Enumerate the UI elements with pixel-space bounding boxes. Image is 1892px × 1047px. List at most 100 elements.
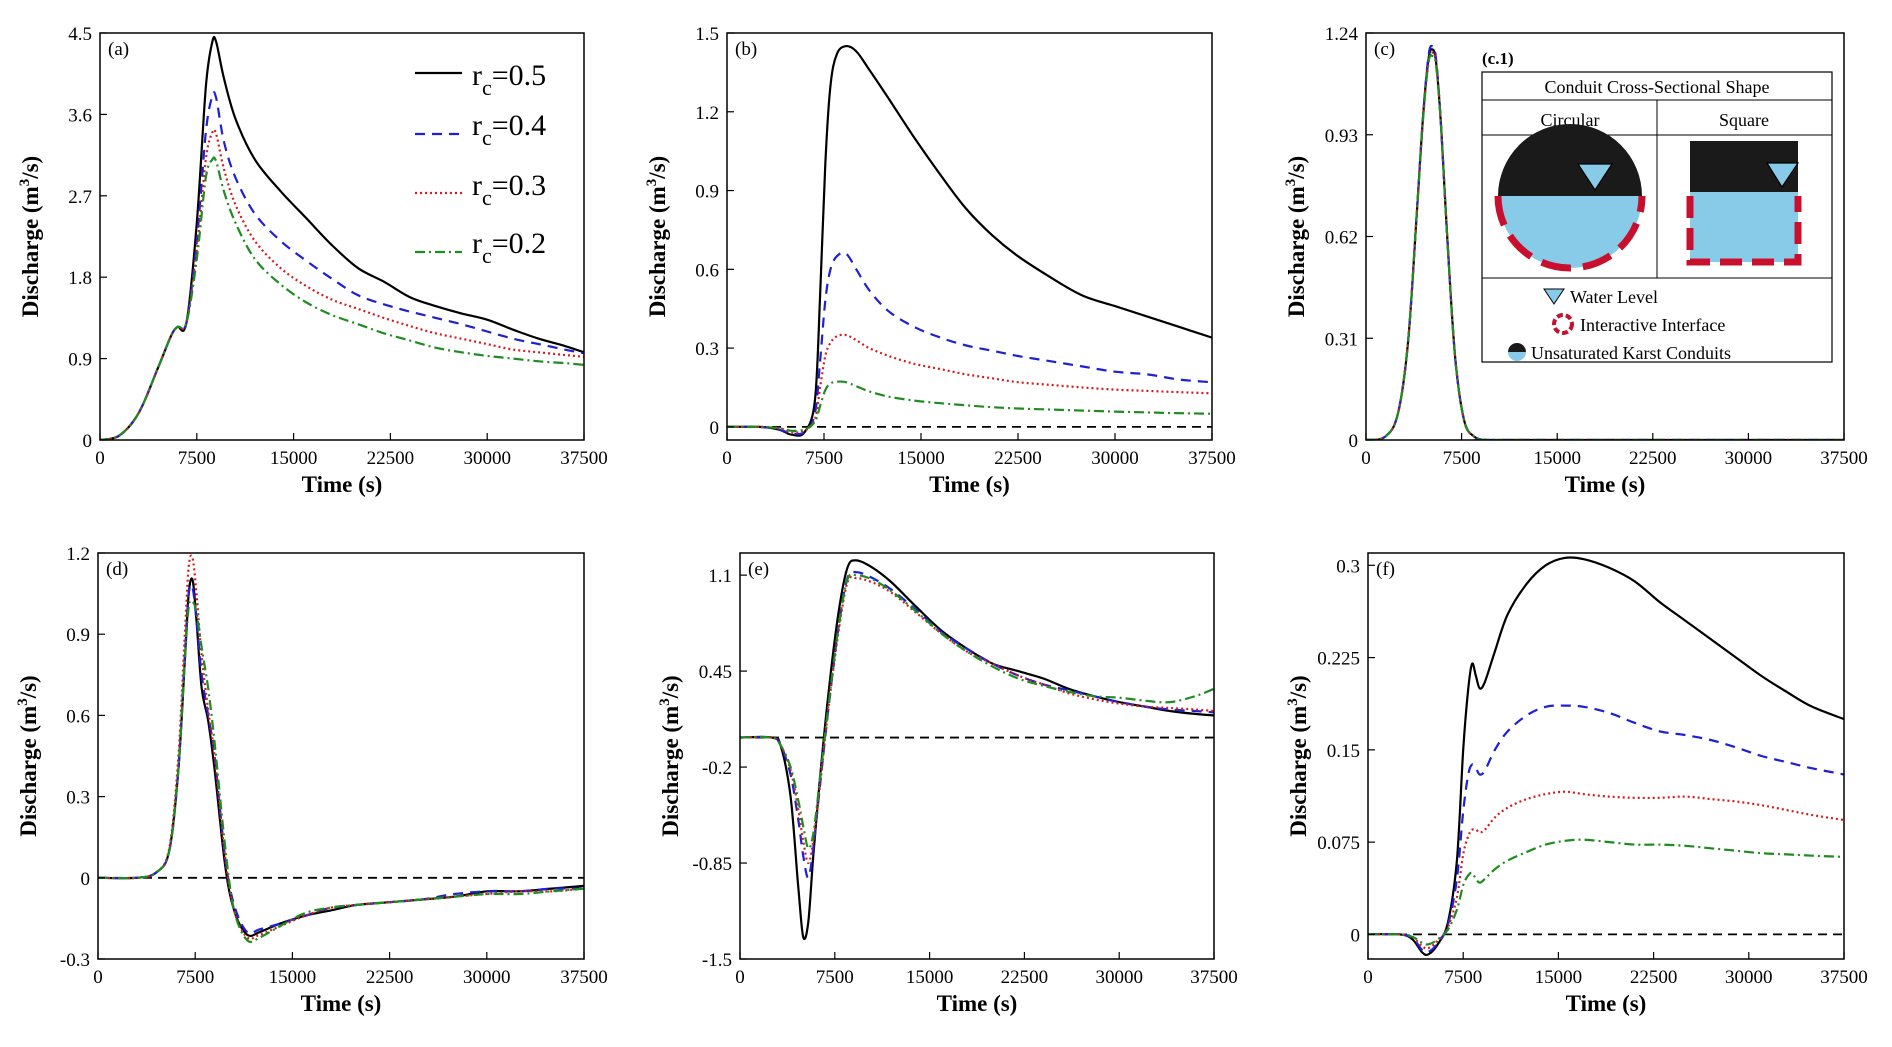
series-line-rc-0-3 xyxy=(740,575,1214,865)
legend-label-sub: c xyxy=(482,243,492,268)
x-tick-label: 30000 xyxy=(1091,448,1139,469)
legend-item-rc-0-3: rc=0.3 xyxy=(415,169,546,210)
x-tick-label: 37500 xyxy=(560,967,608,988)
x-tick-label: 22500 xyxy=(994,448,1042,469)
circular-air-region xyxy=(1498,124,1642,196)
series-line-rc-0-3 xyxy=(727,333,1212,434)
inset-legend-interface: Interactive Interface xyxy=(1580,315,1725,335)
y-tick-label: -1.5 xyxy=(702,950,732,971)
chart-panel-b: 0 7500 15000 22500 30000 37500 0 0.3 0.6 0.9 1.2 1.… xyxy=(644,24,1236,497)
series-line-rc-0-3 xyxy=(98,554,584,940)
conduit-icon-top xyxy=(1508,343,1526,352)
legend-label-sub: c xyxy=(482,125,492,150)
interactive-interface-icon xyxy=(1552,313,1574,335)
y-axis-label-main: Discharge (m xyxy=(645,186,670,317)
legend-label-prefix: r xyxy=(472,109,482,142)
svg-text:rc=0.5: rc=0.5 xyxy=(472,59,546,100)
x-tick-label: 37500 xyxy=(1820,448,1868,469)
legend-label-sub: c xyxy=(482,185,492,210)
y-axis-label-end: /s) xyxy=(1286,675,1311,699)
x-axis-label: Time (s) xyxy=(302,472,383,497)
series-group xyxy=(1366,44,1844,440)
legend-item-rc-0-2: rc=0.2 xyxy=(415,227,546,268)
series-group xyxy=(98,554,584,943)
y-tick-label: 0.225 xyxy=(1317,649,1360,670)
series-line-rc-0-4 xyxy=(1368,704,1844,954)
y-tick-label: -0.2 xyxy=(702,758,732,779)
legend-item-rc-0-4: rc=0.4 xyxy=(415,109,546,150)
y-tick-label: 1.2 xyxy=(695,103,719,124)
y-tick-label: 0.3 xyxy=(66,788,90,809)
x-tick-label: 7500 xyxy=(178,448,216,469)
series-line-rc-0-5 xyxy=(98,577,584,938)
x-tick-label: 37500 xyxy=(1188,448,1236,469)
legend-label-value: =0.3 xyxy=(492,169,546,202)
y-axis-label: Discharge (m3/s) xyxy=(17,156,43,317)
y-axis-label: Discharge (m3/s) xyxy=(15,675,41,836)
legend-label-value: =0.4 xyxy=(492,109,546,142)
x-tick-label: 0 xyxy=(1363,967,1373,988)
y-axis-label-end: /s) xyxy=(1284,156,1309,180)
inset-label: (c.1) xyxy=(1482,49,1514,68)
y-tick-label: 0.6 xyxy=(695,260,719,281)
x-tick-label: 37500 xyxy=(1190,967,1238,988)
legend: rc=0.5 rc=0.4 rc=0.3 rc=0.2 xyxy=(415,59,546,268)
x-tick-label: 7500 xyxy=(176,967,214,988)
legend-label-prefix: r xyxy=(472,59,482,92)
plot-frame xyxy=(726,32,1213,441)
svg-text:rc=0.2: rc=0.2 xyxy=(472,227,546,268)
chart-panel-e: 0 7500 15000 22500 30000 37500 -1.5 -0.85 -0.2 0.… xyxy=(657,552,1238,1016)
chart-panel-d: 0 7500 15000 22500 30000 37500-0.300.30.60.91… xyxy=(15,544,608,1016)
x-tick-label: 15000 xyxy=(897,448,945,469)
y-axis-label-sup: 3 xyxy=(15,698,31,706)
y-axis-label-end: /s) xyxy=(645,156,670,180)
x-axis-label: Time (s) xyxy=(937,991,1018,1016)
square-conduit-diagram xyxy=(1686,141,1802,266)
panel-label: (a) xyxy=(108,39,129,60)
y-tick-label: 0 xyxy=(83,431,93,452)
x-tick-label: 15000 xyxy=(270,448,318,469)
x-tick-label: 37500 xyxy=(1820,967,1868,988)
panel-label: (e) xyxy=(748,559,769,580)
y-axis-label-sup: 3 xyxy=(1283,179,1299,187)
y-tick-label: 0.93 xyxy=(1325,126,1358,147)
chart-panels: 0 7500 15000 22500 30000 3750000.91.82.73.64.… xyxy=(15,24,1868,1016)
y-tick-label: 0.9 xyxy=(66,625,90,646)
inset-legend: Water Level Interactive Interface Unsatu… xyxy=(1508,287,1731,363)
y-tick-label: 0.31 xyxy=(1325,329,1358,350)
water-level-icon xyxy=(1543,288,1565,305)
inset-legend-conduits: Unsaturated Karst Conduits xyxy=(1531,343,1731,363)
x-tick-label: 30000 xyxy=(1725,967,1773,988)
y-tick-label: 1.24 xyxy=(1325,24,1359,45)
y-axis-label-end: /s) xyxy=(658,675,683,699)
x-tick-label: 22500 xyxy=(1630,967,1678,988)
square-water-level-icon xyxy=(1765,162,1800,189)
x-tick-label: 7500 xyxy=(816,967,854,988)
x-axis-label: Time (s) xyxy=(929,472,1010,497)
series-line-rc-0-3 xyxy=(100,128,584,440)
y-axis-label-sup: 3 xyxy=(1285,698,1301,706)
square-water-region xyxy=(1690,192,1798,262)
chart-panel-c: 0 7500 15000 22500 30000 37500 0 0.31 0.62 0.93 1.… xyxy=(1283,24,1868,497)
series-line-rc-0-4 xyxy=(100,91,584,440)
x-tick-label: 30000 xyxy=(463,448,511,469)
y-tick-label: -0.3 xyxy=(60,950,90,971)
y-axis-label-end: /s) xyxy=(16,675,41,699)
x-tick-label: 22500 xyxy=(1629,448,1677,469)
y-tick-label: 1.1 xyxy=(708,566,732,587)
x-tick-label: 30000 xyxy=(463,967,511,988)
y-tick-label: 1.5 xyxy=(695,24,719,45)
y-tick-label: 0.6 xyxy=(66,706,90,727)
plot-frame xyxy=(739,552,1215,960)
x-tick-label: 15000 xyxy=(1533,448,1581,469)
series-line-rc-0-4 xyxy=(98,583,584,935)
plot-frame xyxy=(1367,552,1845,960)
y-axis-label: Discharge (m3/s) xyxy=(1285,675,1311,836)
x-tick-label: 30000 xyxy=(1095,967,1143,988)
legend-label-value: =0.2 xyxy=(492,227,546,260)
y-tick-label: 0 xyxy=(1351,925,1361,946)
x-tick-label: 15000 xyxy=(906,967,954,988)
series-line-rc-0-2 xyxy=(100,156,584,440)
x-tick-label: 22500 xyxy=(1001,967,1049,988)
